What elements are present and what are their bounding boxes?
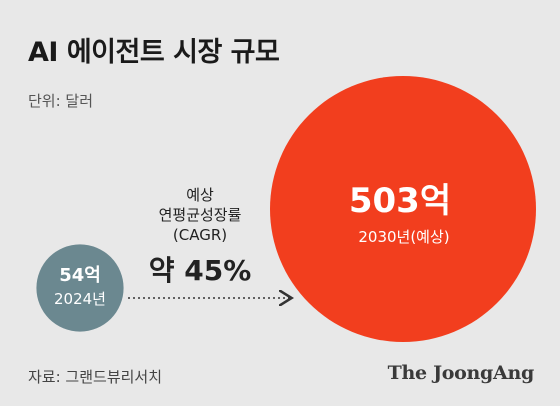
unit-label: 단위: 달러: [28, 92, 94, 110]
cagr-label-line2: 연평균성장률: [159, 206, 242, 224]
cagr-value: 약 45%: [149, 254, 252, 287]
value-label-2030: 503억: [349, 181, 451, 221]
cagr-label-line3: (CAGR): [173, 226, 227, 244]
chart-title: AI 에이전트 시장 규모: [28, 37, 280, 68]
value-label-2024: 54억: [59, 265, 101, 286]
source-note: 자료: 그랜드뷰리서치: [28, 368, 163, 386]
bubble-2024: [36, 244, 124, 332]
year-label-2024: 2024년: [54, 290, 106, 308]
cagr-label-line1: 예상: [186, 186, 214, 204]
publisher-logo: The JoongAng: [387, 362, 535, 384]
year-label-2030: 2030년(예상): [358, 228, 449, 246]
bubble-2030: [270, 76, 536, 342]
